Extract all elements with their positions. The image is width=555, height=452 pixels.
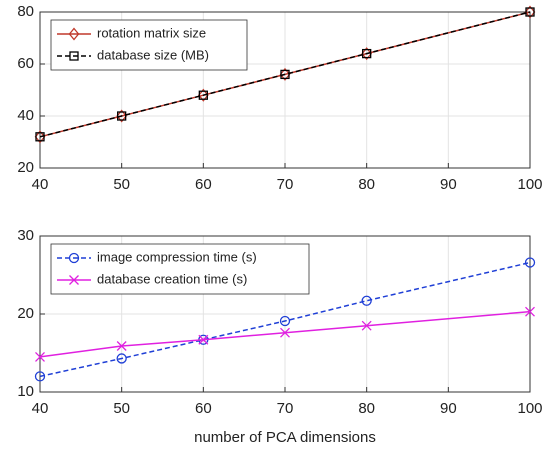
legend: rotation matrix size database size (MB) xyxy=(50,19,248,71)
x-tick-label: 80 xyxy=(358,176,375,193)
marker xyxy=(116,353,127,364)
series-line xyxy=(39,261,531,378)
legend: image compression time (s) database creat… xyxy=(50,243,310,295)
marker xyxy=(361,320,372,331)
marker xyxy=(524,5,536,19)
series-line xyxy=(39,310,531,358)
marker xyxy=(362,48,372,59)
legend-label: image compression time (s) xyxy=(97,249,257,264)
y-tick-label: 10 xyxy=(17,383,34,400)
legend-label: database size (MB) xyxy=(97,47,209,62)
marker xyxy=(117,111,127,121)
marker xyxy=(35,351,45,362)
x-tick-label: 100 xyxy=(517,176,542,193)
marker xyxy=(34,130,46,144)
x-tick-label: 70 xyxy=(277,400,294,417)
marker xyxy=(524,257,536,268)
marker xyxy=(116,341,127,351)
marker xyxy=(279,67,291,81)
series xyxy=(35,7,535,142)
x-tick-label: 90 xyxy=(440,176,457,193)
x-tick-label: 50 xyxy=(113,400,130,417)
marker xyxy=(361,47,373,61)
marker xyxy=(198,90,208,100)
x-tick-label: 40 xyxy=(32,400,49,417)
marker xyxy=(68,252,80,264)
marker xyxy=(280,327,290,338)
x-tick-label: 80 xyxy=(358,400,375,417)
x-axis-label: number of PCA dimensions xyxy=(194,429,376,446)
x-tick-label: 40 xyxy=(32,176,49,193)
axes-box xyxy=(39,11,531,169)
x-tick-label: 70 xyxy=(277,176,294,193)
marker xyxy=(69,275,79,285)
marker xyxy=(34,371,46,382)
marker xyxy=(279,315,291,327)
marker xyxy=(68,27,80,41)
series-line xyxy=(39,11,531,138)
legend-label: database creation time (s) xyxy=(97,271,247,286)
axes-box xyxy=(39,235,531,393)
marker xyxy=(35,132,45,142)
x-tick-label: 60 xyxy=(195,176,212,193)
marker xyxy=(361,295,372,306)
y-tick-label: 20 xyxy=(17,159,34,176)
legend-box xyxy=(50,19,248,71)
y-tick-label: 30 xyxy=(17,227,34,244)
marker xyxy=(116,109,128,123)
legend-label: rotation matrix size xyxy=(97,25,206,40)
marker xyxy=(280,69,290,80)
marker xyxy=(525,306,535,317)
marker xyxy=(525,7,535,17)
legend-box xyxy=(50,243,310,295)
x-tick-label: 90 xyxy=(440,400,457,417)
y-tick-label: 60 xyxy=(17,55,34,72)
series xyxy=(35,306,535,362)
marker xyxy=(197,88,209,102)
y-tick-label: 20 xyxy=(17,305,34,322)
y-tick-label: 80 xyxy=(17,3,34,20)
x-tick-label: 60 xyxy=(195,400,212,417)
x-tick-label: 50 xyxy=(113,176,130,193)
marker xyxy=(198,334,209,345)
y-tick-label: 40 xyxy=(17,107,34,124)
marker xyxy=(69,51,79,61)
x-tick-label: 100 xyxy=(517,400,542,417)
